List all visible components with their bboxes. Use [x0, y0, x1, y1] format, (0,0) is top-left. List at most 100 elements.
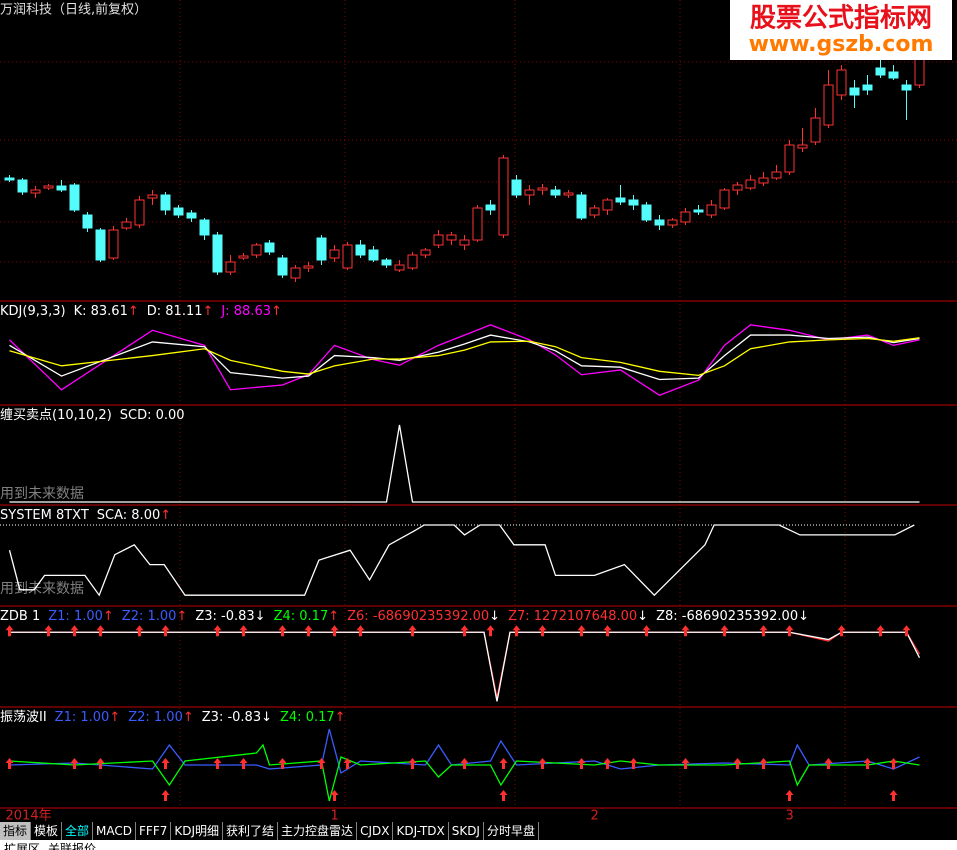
signal-arrow [681, 758, 690, 769]
signal-arrow [642, 625, 651, 637]
candle-body [277, 257, 288, 276]
header-item: J: 88.63 [220, 304, 271, 319]
signal-arrow [902, 625, 911, 637]
candle-body [485, 204, 496, 211]
signal-arrow [161, 758, 170, 769]
candle-body [654, 219, 665, 226]
signal-arrow [330, 625, 339, 637]
signal-arrow [759, 625, 768, 637]
panel-header: 缠买卖点(10,10,2) SCD: 0.00 [0, 407, 185, 423]
candle-body [901, 84, 912, 91]
candle-body [160, 194, 171, 211]
future-data-note: 用到未来数据 [0, 486, 84, 502]
chart-window: 万润科技（日线,前复权） KDJ(9,3,3) K: 83.61↑ D: 81.11… [0, 0, 957, 822]
signal-arrow [577, 625, 586, 637]
candle-body [264, 242, 275, 253]
candle-body [537, 187, 548, 191]
indicator-tab[interactable]: SKDJ [449, 822, 484, 840]
candle-body [238, 255, 249, 259]
candle-body [186, 212, 197, 219]
indicator-tab[interactable]: FFF7 [136, 822, 172, 840]
signal-arrow [5, 758, 14, 769]
candle-body [69, 184, 80, 211]
signal-arrow [213, 625, 222, 637]
candle-body [472, 207, 483, 241]
candle-body [576, 194, 587, 219]
signal-arrow [577, 758, 586, 769]
header-arrow: ↓ [261, 710, 272, 725]
candle-body [147, 194, 158, 199]
candle-body [745, 179, 756, 189]
signal-arrow [460, 625, 469, 637]
signal-arrow [759, 758, 768, 769]
candle-body [43, 185, 54, 189]
signal-arrow [512, 625, 521, 637]
indicator-line [8, 524, 915, 597]
indicator-tab[interactable]: KDJ-TDX [393, 822, 449, 840]
header-item: SYSTEM 8TXT [0, 508, 89, 523]
status-tab[interactable]: 扩展区 [4, 842, 41, 850]
signal-arrow [356, 625, 365, 637]
header-arrow: ↑ [176, 609, 187, 624]
candle-body [784, 144, 795, 173]
candle-body [849, 87, 860, 96]
indicator-tab[interactable]: 模板 [31, 822, 63, 840]
signal-arrow [733, 758, 742, 769]
watermark-url: www.gszb.com [749, 32, 934, 57]
candle-body [329, 249, 340, 259]
signal-arrow [460, 758, 469, 769]
indicator-tab[interactable]: CJDX [357, 822, 394, 840]
signal-arrow [408, 625, 417, 637]
date-label: 2 [591, 809, 599, 823]
candle-body [134, 199, 145, 226]
signal-arrow [70, 758, 79, 769]
header-arrow: ↑ [328, 609, 339, 624]
status-tab[interactable]: 关联报价 [48, 842, 97, 850]
chart-title: 万润科技（日线,前复权） [0, 2, 147, 18]
candle-body [602, 199, 613, 211]
candle-body [212, 234, 223, 273]
header-arrow: ↓ [637, 609, 648, 624]
indicator-tab[interactable]: 指标 [0, 822, 32, 840]
signal-arrow [161, 625, 170, 637]
header-item: Z1: 1.00 [48, 609, 103, 624]
candle-body [615, 197, 626, 203]
candle-body [225, 261, 236, 273]
candle-body [459, 239, 470, 246]
candle-body [732, 184, 743, 191]
signal-arrow [304, 625, 313, 637]
candle-body [56, 185, 67, 191]
indicator-line [9, 324, 920, 396]
indicator-tab[interactable]: 全部 [62, 822, 94, 840]
indicator-tab[interactable]: KDJ明细 [171, 822, 224, 840]
candle-body [862, 84, 873, 91]
header-item: Z4: 0.17 [274, 609, 329, 624]
signal-arrow [837, 625, 846, 637]
indicator-tab[interactable]: 获利了结 [223, 822, 279, 840]
signal-arrow [239, 625, 248, 637]
candle-body [524, 189, 535, 196]
candle-body [407, 254, 418, 269]
header-item: Z4: 0.17 [280, 710, 335, 725]
signal-arrow [213, 758, 222, 769]
candle-body [719, 189, 730, 209]
tab-bar: 指标 模板 全部 MACD FFF7 KDJ明细 获利了结 主力控盘雷达 CJDX KDJ-TDX… [0, 822, 957, 840]
indicator-tab[interactable]: MACD [93, 822, 137, 840]
candle-body [30, 189, 41, 194]
header-arrow: ↑ [128, 304, 139, 319]
signal-arrow [499, 758, 508, 769]
signal-arrow [278, 758, 287, 769]
signal-arrow [408, 758, 417, 769]
indicator-line [9, 337, 920, 377]
candle-body [342, 244, 353, 269]
header-arrow: ↑ [103, 609, 114, 624]
signal-arrow [317, 758, 326, 769]
header-item: SCA: 8.00 [97, 508, 160, 523]
signal-arrow [863, 758, 872, 769]
header-item: Z2: 1.00 [122, 609, 177, 624]
header-item: Z7: 1272107648.00 [508, 609, 637, 624]
indicator-tab[interactable]: 主力控盘雷达 [278, 822, 358, 840]
candle-body [17, 179, 28, 193]
signal-arrow [538, 625, 547, 637]
indicator-tab[interactable]: 分时早盘 [484, 822, 539, 840]
